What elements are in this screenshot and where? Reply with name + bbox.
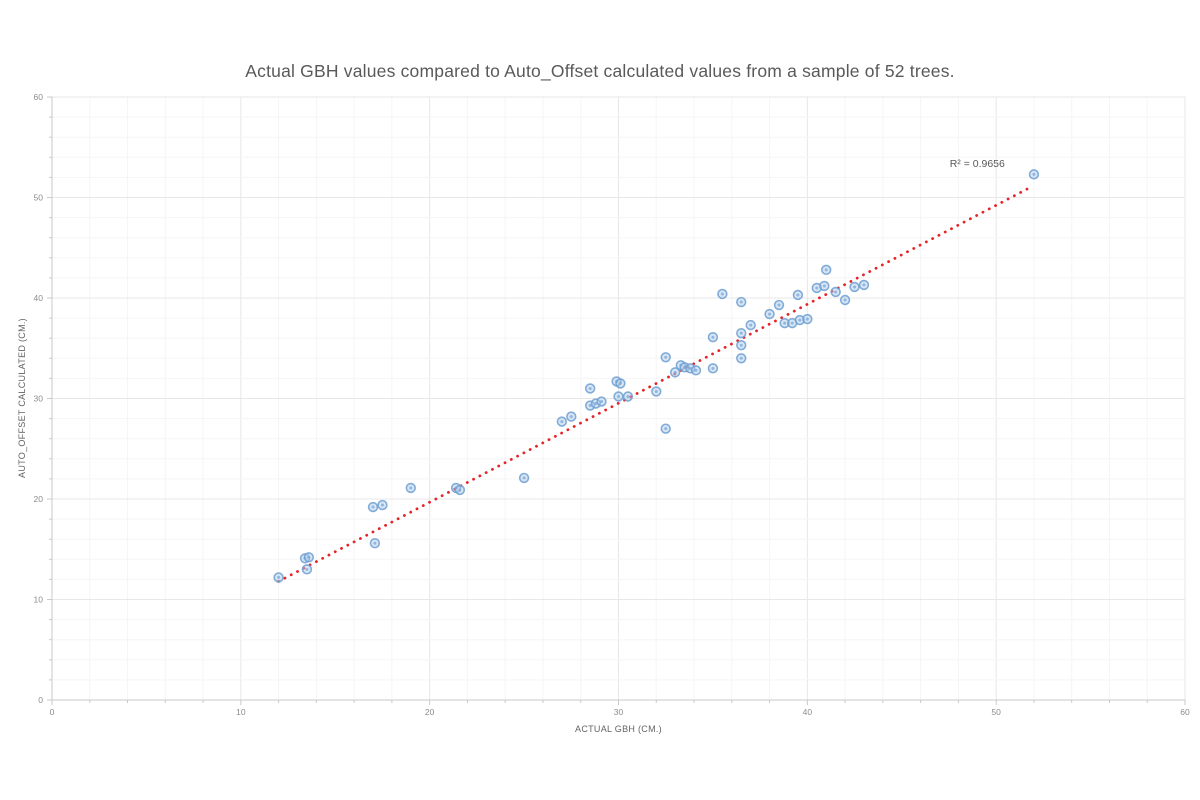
data-point-core [768, 312, 772, 316]
data-point-core [600, 400, 604, 404]
x-axis-title: ACTUAL GBH (CM.) [575, 724, 662, 734]
y-tick-label: 50 [34, 193, 44, 203]
data-point-core [739, 300, 743, 304]
x-tick-label: 0 [50, 707, 55, 717]
data-point-core [834, 290, 838, 294]
data-point-core [739, 331, 743, 335]
y-tick-label: 20 [34, 494, 44, 504]
data-point-core [569, 415, 573, 419]
data-point-core [305, 567, 309, 571]
data-point-core [654, 389, 658, 393]
data-point-core [824, 268, 828, 272]
y-tick-label: 10 [34, 595, 44, 605]
r-squared-annotation: R² = 0.9656 [949, 158, 1005, 171]
data-point-core [673, 370, 677, 374]
data-point-core [798, 318, 802, 322]
data-point-core [626, 394, 630, 398]
y-tick-label: 60 [34, 92, 44, 102]
data-point-core [777, 303, 781, 307]
data-point-core [720, 292, 724, 296]
data-point-core [783, 321, 787, 325]
data-point-core [790, 321, 794, 325]
data-point-core [307, 555, 311, 559]
y-axis-title: AUTO_OFFSET CALCULATED (CM.) [17, 318, 27, 478]
x-tick-label: 40 [803, 707, 813, 717]
data-point-core [711, 335, 715, 339]
data-point-core [711, 366, 715, 370]
data-point-core [822, 284, 826, 288]
data-point-core [277, 575, 281, 579]
data-point-core [739, 343, 743, 347]
y-tick-label: 0 [38, 695, 43, 705]
y-tick-label: 40 [34, 293, 44, 303]
data-point-core [694, 368, 698, 372]
data-point-core [664, 355, 668, 359]
data-point-core [560, 420, 564, 424]
data-point-core [862, 283, 866, 287]
x-tick-label: 20 [425, 707, 435, 717]
data-point-core [843, 298, 847, 302]
data-point-core [815, 286, 819, 290]
trendline [277, 186, 1032, 583]
chart-title: Actual GBH values compared to Auto_Offse… [245, 61, 955, 81]
data-point-core [618, 381, 622, 385]
data-point-core [664, 427, 668, 431]
data-point-core [805, 317, 809, 321]
data-point-core [522, 476, 526, 480]
x-tick-label: 30 [614, 707, 624, 717]
data-point-core [380, 503, 384, 507]
data-point-core [617, 394, 620, 398]
x-tick-label: 10 [236, 707, 246, 717]
data-point-core [409, 486, 413, 490]
y-tick-label: 30 [34, 394, 44, 404]
data-point-core [739, 356, 743, 360]
data-point-core [749, 323, 753, 327]
data-point-core [796, 293, 800, 297]
x-tick-label: 60 [1180, 707, 1190, 717]
data-point-core [1032, 172, 1036, 176]
data-point-core [373, 541, 377, 545]
data-point-core [853, 285, 857, 289]
data-point-core [588, 386, 592, 390]
data-point-core [458, 488, 462, 492]
data-point-core [371, 505, 375, 509]
x-tick-label: 50 [991, 707, 1001, 717]
